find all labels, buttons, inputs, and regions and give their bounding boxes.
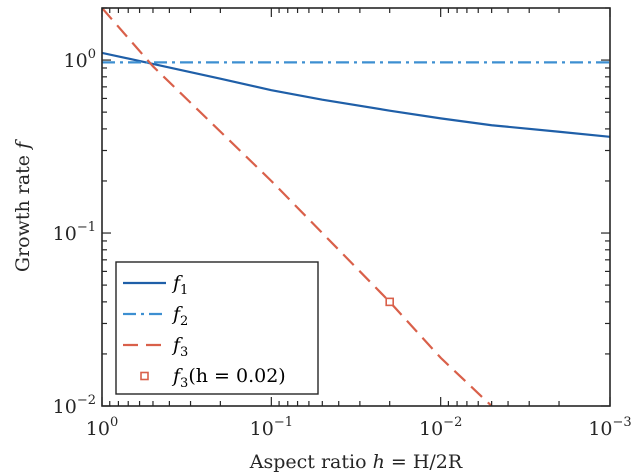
legend-label-var-1: f bbox=[171, 303, 183, 325]
x-tick-label-1: 10−1 bbox=[250, 415, 293, 440]
x-tick-label-exp-0: 0 bbox=[110, 415, 118, 430]
y-axis-ticks bbox=[102, 7, 610, 407]
legend-label-sub-2: 3 bbox=[180, 345, 188, 360]
x-tick-label-base-1: 10 bbox=[250, 418, 274, 440]
y-tick-label-base-0: 10 bbox=[64, 50, 88, 72]
x-axis-tick-labels: 100 10−1 10−2 10−3 bbox=[86, 415, 632, 440]
x-tick-label-exp-3: −3 bbox=[613, 415, 632, 430]
legend-label-var-2: f bbox=[171, 334, 183, 356]
x-tick-label-base-0: 10 bbox=[86, 418, 110, 440]
y-tick-label-2: 10−2 bbox=[53, 393, 96, 418]
y-tick-label-exp-2: −2 bbox=[77, 393, 96, 408]
x-axis-ticks bbox=[101, 8, 611, 406]
y-axis-label-text: Growth rate bbox=[12, 149, 34, 272]
legend-label-sub-0: 1 bbox=[180, 283, 188, 298]
x-tick-label-2: 10−2 bbox=[419, 415, 462, 440]
y-tick-label-base-1: 10 bbox=[53, 223, 77, 245]
y-tick-label-exp-1: −1 bbox=[77, 220, 96, 235]
legend-label-f1: f1 bbox=[171, 272, 188, 298]
legend-label-f2: f2 bbox=[171, 303, 188, 329]
legend-label-f3(h=0.02): f3(h = 0.02) bbox=[171, 365, 286, 391]
legend-label-var-3: f bbox=[171, 365, 183, 387]
x-tick-label-exp-1: −1 bbox=[274, 415, 293, 430]
x-axis-label-var: h bbox=[373, 451, 385, 473]
y-tick-label-0: 100 bbox=[64, 47, 96, 72]
x-tick-label-3: 10−3 bbox=[588, 415, 631, 440]
y-tick-label-exp-0: 0 bbox=[88, 47, 96, 62]
legend-label-var-0: f bbox=[171, 272, 183, 294]
legend-label-sub-1: 2 bbox=[180, 314, 188, 329]
x-tick-label-base-3: 10 bbox=[588, 418, 612, 440]
legend-label-sub-3: 3 bbox=[180, 376, 188, 391]
series-line-f3 bbox=[102, 8, 493, 406]
x-tick-label-base-2: 10 bbox=[419, 418, 443, 440]
x-axis-label-text: Aspect ratio bbox=[249, 451, 373, 473]
marker-f3(h=0.02) bbox=[385, 297, 394, 307]
y-tick-label-1: 10−1 bbox=[53, 220, 96, 245]
legend-label-rest-3: (h = 0.02) bbox=[188, 365, 285, 387]
legend-box bbox=[115, 261, 319, 395]
x-tick-label-0: 100 bbox=[86, 415, 118, 440]
series-line-f1 bbox=[102, 51, 610, 138]
legend-label-f3: f3 bbox=[171, 334, 188, 360]
plot-markers bbox=[385, 297, 394, 307]
x-tick-label-exp-2: −2 bbox=[443, 415, 462, 430]
legend-swatch-f3(h=0.02) bbox=[140, 371, 149, 381]
plot-frame bbox=[101, 7, 611, 407]
x-axis-label-rest: = H/2R bbox=[385, 451, 463, 473]
y-axis-label-var: f bbox=[12, 139, 34, 151]
y-axis-label: Growth rate f bbox=[12, 139, 34, 272]
plot-lines bbox=[102, 8, 610, 406]
x-axis-label: Aspect ratio h = H/2R bbox=[249, 451, 463, 473]
y-tick-label-base-2: 10 bbox=[53, 396, 77, 418]
